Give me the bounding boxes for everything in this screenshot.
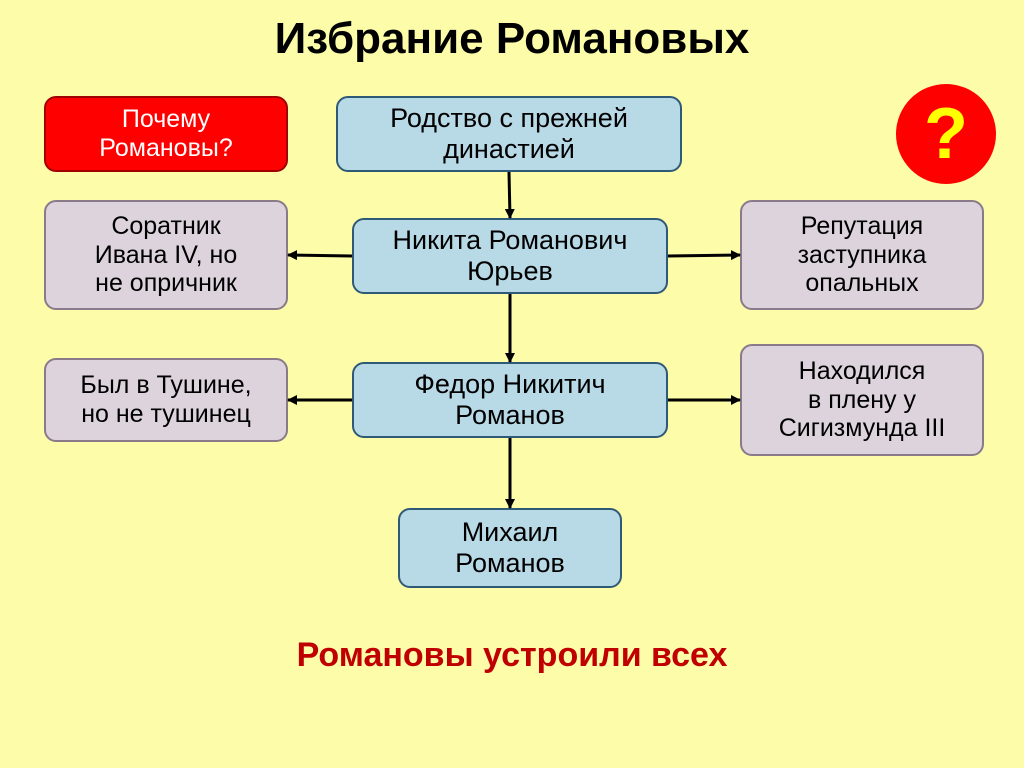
slide: Избрание Романовых ? ПочемуРомановы? Род… <box>0 0 1024 768</box>
conclusion-text: Романовы устроили всех <box>0 636 1024 675</box>
slide-title: Избрание Романовых <box>0 14 1024 64</box>
question-mark-icon: ? <box>896 84 996 184</box>
box-nikita: Никита РомановичЮрьев <box>352 218 668 294</box>
box-nikita-right: Репутациязаступникаопальных <box>740 200 984 310</box>
box-fedor: Федор НикитичРоманов <box>352 362 668 438</box>
box-nikita-left: СоратникИвана IV, ноне опричник <box>44 200 288 310</box>
box-mikhail: МихаилРоманов <box>398 508 622 588</box>
box-why: ПочемуРомановы? <box>44 96 288 172</box>
box-fedor-right: Находилсяв плену уСигизмунда III <box>740 344 984 456</box>
box-fedor-left: Был в Тушине,но не тушинец <box>44 358 288 442</box>
box-kinship: Родство с прежнейдинастией <box>336 96 682 172</box>
